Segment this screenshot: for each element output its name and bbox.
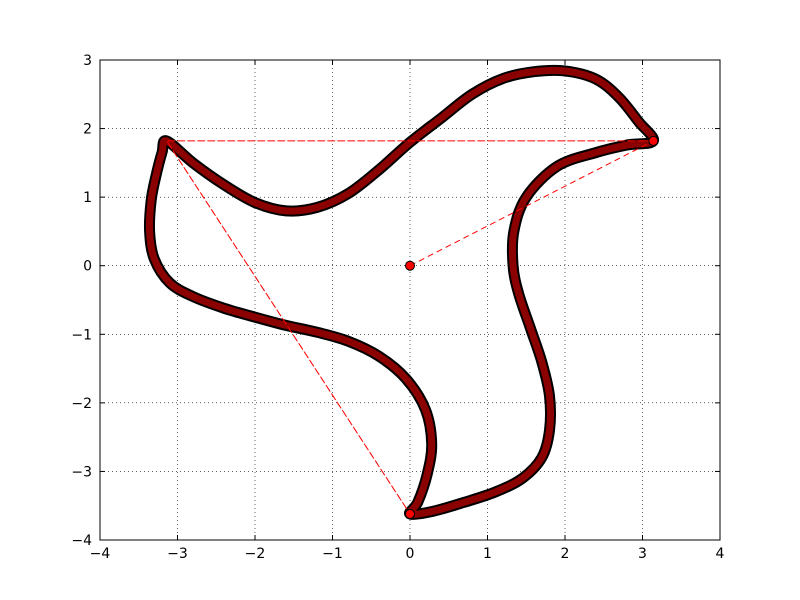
y-tick-label: −2 [71,396,92,412]
marker-point-2 [405,508,415,519]
marker-point-1 [648,135,659,146]
x-tick-label: −1 [322,546,343,562]
axis-tick-labels: −4 −3 −2 −1 0 1 2 3 4 −4 −3 −2 −1 0 1 2 3 [71,53,724,562]
y-tick-label: 1 [83,190,92,206]
dashed-line-2 [409,140,654,267]
y-tick-label: −1 [71,327,92,343]
x-tick-label: 4 [716,546,725,562]
x-tick-label: −2 [245,546,266,562]
y-tick-label: 3 [83,53,92,69]
x-tick-label: 2 [561,546,570,562]
x-tick-label: 3 [638,546,647,562]
series-layer [143,64,659,520]
curve-line [145,66,657,518]
y-tick-label: 2 [83,122,92,138]
y-tick-label: −4 [71,533,92,549]
grid [100,60,720,540]
marker-point-0 [405,260,415,271]
x-tick-label: −4 [90,546,111,562]
x-tick-label: 1 [483,546,492,562]
y-tick-label: −3 [71,464,92,480]
y-tick-label: 0 [83,259,92,275]
x-tick-label: −3 [167,546,188,562]
x-tick-label: 0 [406,546,415,562]
axis-ticks [99,59,721,541]
